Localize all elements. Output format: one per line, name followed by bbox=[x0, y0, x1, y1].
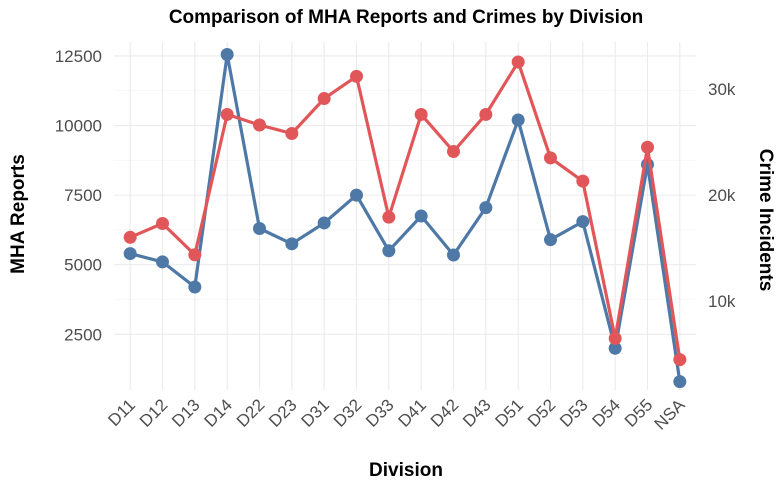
data-point-mha-reports bbox=[188, 280, 202, 294]
data-point-crime-incidents bbox=[156, 217, 169, 231]
y-axis-ticks: 2500 5000 7500 10000 12500 bbox=[55, 47, 102, 344]
data-point-crime-incidents bbox=[576, 174, 590, 188]
x-tick-label: D33 bbox=[362, 395, 397, 430]
x-tick-label: D22 bbox=[233, 395, 268, 430]
y-tick-label: 5000 bbox=[64, 256, 102, 275]
data-point-mha-reports bbox=[350, 188, 363, 202]
series-mha-reports bbox=[123, 48, 687, 389]
data-point-crime-incidents bbox=[511, 55, 525, 69]
data-point-mha-reports bbox=[220, 48, 234, 62]
data-point-mha-reports bbox=[608, 341, 622, 355]
x-tick-label: D32 bbox=[330, 395, 365, 430]
data-point-crime-incidents bbox=[317, 92, 331, 106]
x-tick-label: D41 bbox=[395, 395, 430, 430]
x-tick-label: D51 bbox=[492, 395, 527, 430]
data-point-crime-incidents bbox=[382, 210, 396, 224]
y-axis-title: MHA Reports bbox=[8, 154, 29, 274]
y-tick-label: 7500 bbox=[64, 186, 102, 205]
x-tick-label: D31 bbox=[298, 395, 333, 430]
data-point-mha-reports bbox=[123, 247, 137, 261]
series-line-crime-incidents bbox=[129, 60, 682, 360]
x-tick-label: NSA bbox=[651, 395, 690, 434]
data-point-crime-incidents bbox=[447, 145, 460, 159]
y2-axis-title: Crime Incidents bbox=[755, 149, 776, 292]
data-point-crime-incidents bbox=[414, 107, 428, 121]
x-tick-label: D43 bbox=[459, 395, 494, 430]
x-tick-label: D23 bbox=[265, 395, 300, 430]
data-point-crime-incidents bbox=[220, 107, 234, 121]
data-point-mha-reports bbox=[317, 216, 331, 230]
data-point-mha-reports bbox=[414, 209, 428, 223]
x-tick-label: D13 bbox=[168, 395, 203, 430]
data-point-mha-reports bbox=[382, 244, 396, 258]
data-point-mha-reports bbox=[156, 255, 169, 269]
data-point-mha-reports bbox=[673, 375, 687, 389]
y2-tick-label: 10k bbox=[708, 292, 736, 311]
data-point-crime-incidents bbox=[188, 248, 202, 262]
x-tick-label: D11 bbox=[104, 395, 139, 430]
data-point-mha-reports bbox=[285, 237, 299, 251]
data-point-crime-incidents bbox=[673, 353, 687, 367]
x-tick-label: D52 bbox=[524, 395, 559, 430]
x-tick-label: D54 bbox=[589, 395, 624, 430]
data-point-crime-incidents bbox=[479, 107, 493, 121]
y2-axis-ticks: 10k 20k 30k bbox=[708, 80, 736, 311]
series-layer bbox=[123, 48, 687, 389]
chart-title: Comparison of MHA Reports and Crimes by … bbox=[169, 7, 643, 28]
data-point-mha-reports bbox=[479, 201, 493, 215]
data-point-crime-incidents bbox=[123, 230, 137, 244]
x-tick-label: D14 bbox=[201, 395, 236, 430]
data-point-mha-reports bbox=[253, 222, 266, 236]
data-point-crime-incidents bbox=[285, 127, 299, 141]
series-crime-incidents bbox=[123, 55, 687, 367]
x-axis-ticks: D11D12D13D14D22D23D31D32D33D41D42D43D51D… bbox=[104, 395, 689, 434]
y-tick-label: 2500 bbox=[64, 325, 102, 344]
data-point-mha-reports bbox=[447, 248, 460, 262]
x-tick-label: D42 bbox=[427, 395, 462, 430]
series-line-mha-reports bbox=[129, 52, 682, 382]
data-point-mha-reports bbox=[544, 233, 557, 247]
x-tick-label: D55 bbox=[621, 395, 656, 430]
data-point-crime-incidents bbox=[641, 140, 654, 154]
data-point-crime-incidents bbox=[544, 151, 557, 165]
data-point-mha-reports bbox=[511, 113, 525, 127]
y-tick-label: 12500 bbox=[55, 47, 102, 66]
x-tick-label: D53 bbox=[556, 395, 591, 430]
data-point-mha-reports bbox=[576, 215, 590, 229]
data-point-crime-incidents bbox=[608, 331, 622, 345]
x-axis-title: Division bbox=[369, 460, 443, 481]
y-tick-label: 10000 bbox=[55, 117, 102, 136]
y2-tick-label: 30k bbox=[708, 80, 736, 99]
y2-tick-label: 20k bbox=[708, 186, 736, 205]
data-point-crime-incidents bbox=[350, 69, 363, 83]
x-tick-label: D12 bbox=[136, 395, 171, 430]
data-point-crime-incidents bbox=[253, 118, 266, 132]
